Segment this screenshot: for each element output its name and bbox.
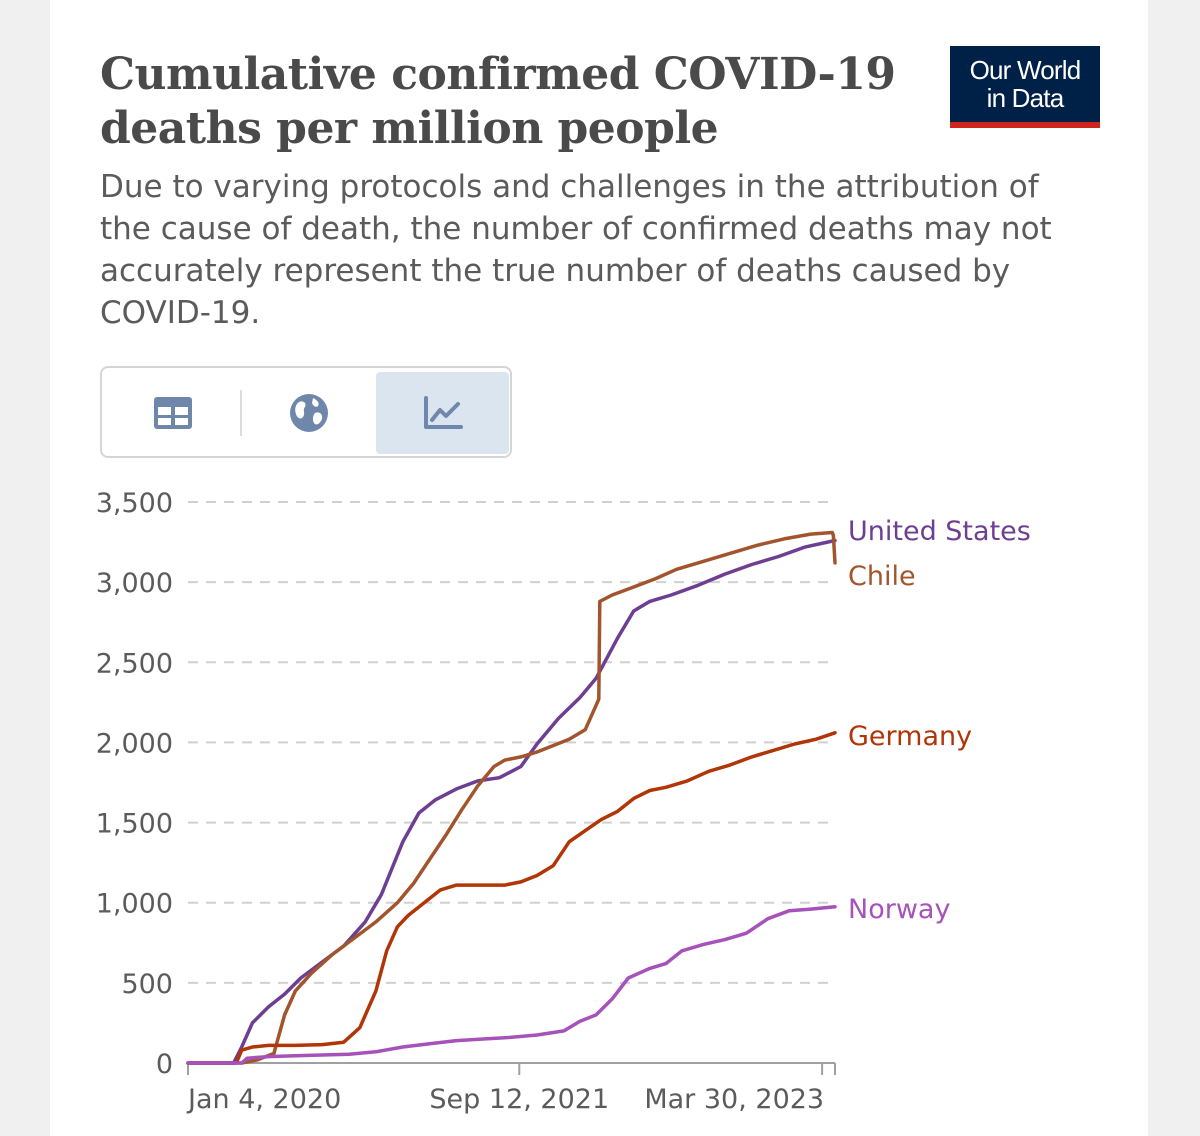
y-tick-label: 0 <box>156 1049 173 1080</box>
series-line-norway <box>186 904 837 1065</box>
series-label-chile: Chile <box>848 561 916 592</box>
chart-card: Cumulative confirmed COVID-19 deaths per… <box>50 0 1148 1136</box>
series-label-norway: Norway <box>848 894 950 925</box>
series-label-germany: Germany <box>848 721 972 752</box>
y-tick-label: 2,000 <box>96 728 173 759</box>
tab-map[interactable] <box>242 372 375 454</box>
y-tick-label: 500 <box>121 969 173 1000</box>
x-tick-label: Sep 12, 2021 <box>429 1084 609 1115</box>
logo-line-2: in Data <box>986 83 1065 113</box>
globe-icon <box>289 394 328 432</box>
x-axis: Jan 4, 2020 Sep 12, 2021 Mar 30, 2023 <box>186 1062 836 1115</box>
y-tick-label: 3,500 <box>96 488 173 519</box>
grid: 0 500 1,000 1,500 2,000 2,500 3,000 3,500 <box>96 488 835 1080</box>
series-line-united-states <box>186 538 837 1065</box>
x-tick-label: Mar 30, 2023 <box>644 1084 824 1115</box>
series-lines <box>186 530 837 1065</box>
chart-subtitle: Due to varying protocols and challenges … <box>100 169 1052 331</box>
x-tick-label: Jan 4, 2020 <box>186 1084 341 1115</box>
series-line-chile <box>186 530 837 1065</box>
chart-title: Cumulative confirmed COVID-19 deaths per… <box>100 49 896 154</box>
series-labels: United States Chile Germany Norway <box>848 516 1031 925</box>
owid-logo[interactable]: Our World in Data <box>950 46 1100 128</box>
line-chart-icon <box>423 396 463 429</box>
tab-table[interactable] <box>106 372 239 454</box>
table-icon <box>153 397 192 429</box>
series-line-germany <box>186 731 837 1065</box>
y-tick-label: 1,000 <box>96 889 173 920</box>
view-tabs <box>100 366 512 458</box>
y-tick-label: 2,500 <box>96 648 173 679</box>
series-label-united-states: United States <box>848 516 1031 547</box>
tab-chart[interactable] <box>376 372 509 454</box>
y-tick-label: 3,000 <box>96 568 173 599</box>
logo-line-1: Our World <box>969 55 1082 85</box>
tab-separator <box>240 390 242 436</box>
y-tick-label: 1,500 <box>96 809 173 840</box>
